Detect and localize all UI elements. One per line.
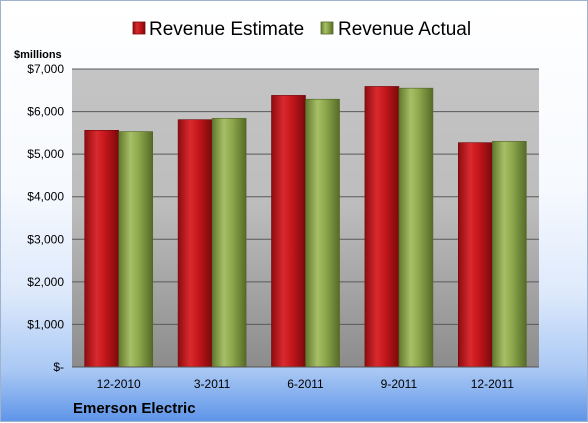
legend-swatch-estimate	[132, 21, 146, 35]
legend-item-actual: Revenue Actual	[320, 19, 471, 40]
bar-revenue-estimate	[177, 119, 213, 368]
bar-revenue-estimate	[364, 86, 400, 368]
bars	[84, 86, 527, 368]
y-tick-label: $7,000	[27, 62, 64, 76]
bar-revenue-actual	[398, 87, 434, 368]
y-tick-label: $5,000	[27, 147, 64, 161]
x-tick-label: 12-2011	[471, 377, 514, 391]
legend: Revenue Estimate Revenue Actual	[132, 19, 471, 40]
bar-revenue-actual	[118, 131, 153, 368]
bar-revenue-estimate	[271, 95, 306, 368]
bar-revenue-actual	[305, 98, 340, 368]
x-tick-label: 6-2011	[287, 377, 324, 391]
y-tick-label: $1,000	[27, 317, 64, 331]
y-tick-label: $3,000	[27, 232, 64, 246]
y-axis-label: $millions	[14, 49, 62, 61]
legend-label-actual: Revenue Actual	[338, 19, 471, 40]
legend-item-estimate: Revenue Estimate	[132, 19, 304, 40]
bar-revenue-actual	[491, 141, 527, 368]
y-tick-labels: $- $1,000 $2,000 $3,000 $4,000 $5,000 $6,000 $7…	[27, 62, 64, 374]
bar-revenue-actual	[211, 118, 247, 368]
y-tick-label: $4,000	[27, 190, 64, 204]
legend-label-estimate: Revenue Estimate	[149, 19, 304, 40]
x-tick-label: 12-2010	[97, 377, 141, 391]
company-name: Emerson Electric	[73, 400, 196, 417]
x-tick-label: 9-2011	[381, 377, 418, 391]
y-tick-label: $-	[53, 360, 64, 374]
y-tick-label: $2,000	[27, 275, 64, 289]
y-tick-label: $6,000	[27, 105, 64, 119]
bar-revenue-estimate	[84, 130, 119, 368]
x-tick-labels: 12-2010 3-2011 6-2011 9-2011 12-2011	[97, 377, 515, 391]
bar-revenue-estimate	[457, 142, 493, 368]
x-tick-label: 3-2011	[194, 377, 231, 391]
legend-swatch-actual	[320, 21, 334, 35]
